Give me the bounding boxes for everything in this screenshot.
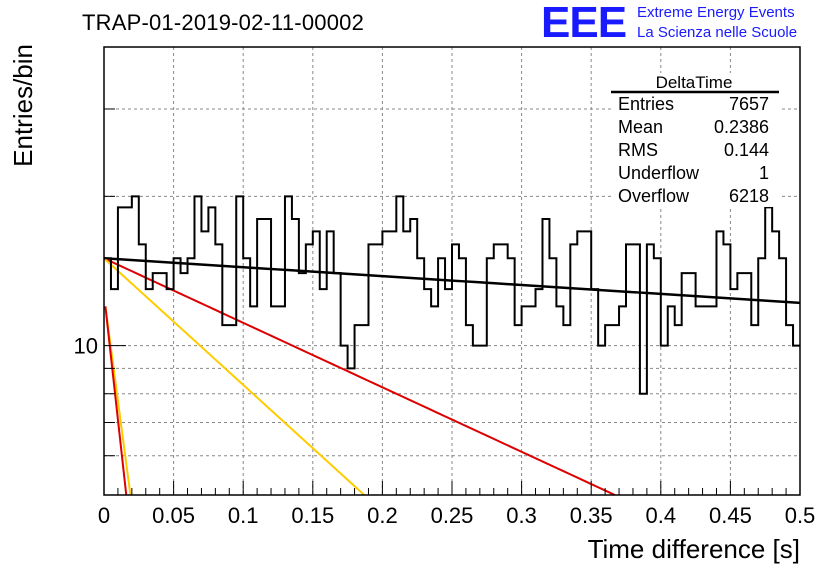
stats-label: RMS bbox=[618, 140, 658, 160]
page-title: TRAP-01-2019-02-11-00002 bbox=[82, 10, 365, 35]
logo-subtitle-2: La Scienza nelle Scuole bbox=[637, 24, 798, 41]
logo-subtitle-1: Extreme Energy Events bbox=[637, 4, 795, 21]
fit-curve-red bbox=[104, 306, 128, 496]
axes: 0 0.05 0.1 0.15 0.2 0.25 0.3 0.35 0.4 0.45 0.5 10 bbox=[74, 108, 816, 528]
stats-label: Entries bbox=[618, 94, 674, 114]
x-tick-label: 0.4 bbox=[646, 503, 677, 528]
y-tick-label: 10 bbox=[74, 334, 98, 359]
x-tick-label: 0.15 bbox=[291, 503, 334, 528]
fit-curve-yellow bbox=[103, 257, 365, 496]
x-tick-label: 0 bbox=[98, 503, 110, 528]
stats-value: 0.144 bbox=[724, 140, 769, 160]
histogram-series bbox=[104, 195, 800, 395]
x-tick-label: 0.2 bbox=[367, 503, 398, 528]
stats-label: Mean bbox=[618, 117, 663, 137]
stats-value: 6218 bbox=[729, 186, 769, 206]
stats-value: 7657 bbox=[729, 94, 769, 114]
y-axis-label: Entries/bin bbox=[8, 44, 38, 167]
stats-box: DeltaTime Entries 7657 Mean 0.2386 RMS 0.144 U… bbox=[611, 73, 779, 207]
x-tick-label: 0.25 bbox=[431, 503, 474, 528]
x-tick-label: 0.45 bbox=[709, 503, 752, 528]
stats-value: 1 bbox=[759, 163, 769, 183]
stats-value: 0.2386 bbox=[714, 117, 769, 137]
x-tick-label: 0.5 bbox=[785, 503, 816, 528]
x-tick-label: 0.35 bbox=[570, 503, 613, 528]
stats-title: DeltaTime bbox=[656, 73, 733, 92]
histogram-step-line bbox=[104, 195, 800, 395]
x-tick-label: 0.3 bbox=[506, 503, 537, 528]
stats-label: Overflow bbox=[618, 186, 690, 206]
x-tick-label: 0.1 bbox=[228, 503, 259, 528]
x-tick-label: 0.05 bbox=[152, 503, 195, 528]
x-axis-label: Time difference [s] bbox=[588, 534, 800, 564]
fit-curve-red bbox=[103, 257, 616, 496]
stats-label: Underflow bbox=[618, 163, 700, 183]
eee-logo: EEE bbox=[541, 0, 627, 47]
